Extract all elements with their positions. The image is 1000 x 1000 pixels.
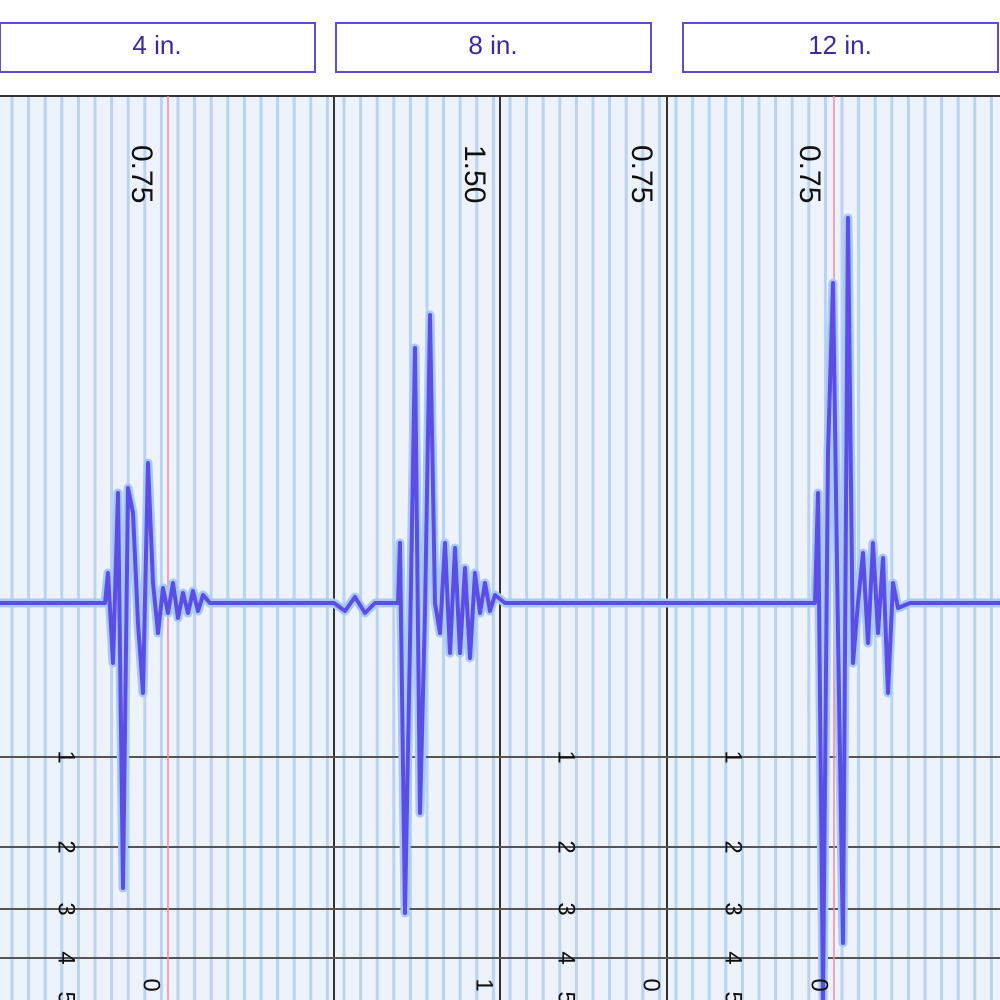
tab-button[interactable] bbox=[0, 22, 316, 73]
tab-label[interactable]: 12 in. bbox=[808, 30, 872, 60]
scale-label: 3 bbox=[53, 902, 80, 915]
scale-label: 5 bbox=[720, 991, 747, 1000]
marker-label: 0.75 bbox=[125, 145, 158, 203]
scale-label: 3 bbox=[553, 902, 580, 915]
scale-label: 4 bbox=[720, 951, 747, 964]
bottom-label: 0 bbox=[138, 978, 165, 991]
tab-button[interactable] bbox=[682, 22, 999, 73]
grid bbox=[0, 95, 1000, 1000]
marker-label: 0.75 bbox=[625, 145, 658, 203]
scale-label: 2 bbox=[553, 840, 580, 853]
tab-label[interactable]: 4 in. bbox=[132, 30, 181, 60]
marker-label: 0.75 bbox=[793, 145, 826, 203]
scale-label: 2 bbox=[53, 840, 80, 853]
bottom-label: 0 bbox=[638, 978, 665, 991]
marker-label: 1.50 bbox=[458, 145, 491, 203]
scale-label: 3 bbox=[720, 902, 747, 915]
overlay: 4 in. 8 in. 12 in. 0.75 1.50 0.75 0.75 1 2 3 4 5 1 2 3… bbox=[0, 22, 1000, 1000]
scale-label: 1 bbox=[553, 750, 580, 763]
tab-button[interactable] bbox=[335, 22, 652, 73]
waveform bbox=[0, 216, 1000, 1000]
scale-label: 1 bbox=[720, 750, 747, 763]
scale-label: 4 bbox=[53, 951, 80, 964]
scale-label: 5 bbox=[53, 991, 80, 1000]
tab-label[interactable]: 8 in. bbox=[468, 30, 517, 60]
bottom-label: 0 bbox=[806, 978, 833, 991]
bottom-label: 1 bbox=[471, 978, 498, 991]
scale-label: 1 bbox=[53, 750, 80, 763]
scale-label: 5 bbox=[553, 991, 580, 1000]
scale-label: 4 bbox=[553, 951, 580, 964]
scale-label: 2 bbox=[720, 840, 747, 853]
